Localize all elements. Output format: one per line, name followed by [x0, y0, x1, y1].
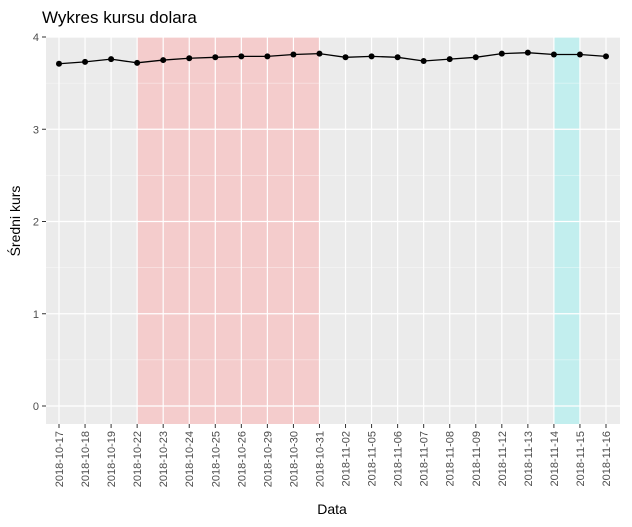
data-point	[238, 53, 245, 60]
x-tick-label: 2018-11-14	[549, 431, 561, 486]
x-tick-label: 2018-11-05	[367, 431, 379, 486]
x-tick-label: 2018-11-07	[419, 431, 431, 486]
data-point	[342, 54, 349, 61]
x-tick-label: 2018-10-25	[210, 431, 222, 487]
data-point	[186, 55, 193, 62]
x-tick-label: 2018-11-09	[471, 431, 483, 486]
data-point	[82, 58, 89, 65]
shaded-range-1	[137, 37, 320, 424]
x-tick-label: 2018-11-02	[341, 431, 353, 486]
y-tick-label: 0	[33, 401, 39, 413]
x-tick-label: 2018-10-22	[132, 431, 144, 487]
data-point	[603, 53, 609, 60]
x-tick-label: 2018-11-08	[445, 431, 457, 486]
x-tick-label: 2018-10-17	[54, 431, 66, 487]
x-tick-label: 2018-11-06	[393, 431, 405, 486]
data-point	[420, 57, 427, 64]
data-point	[160, 57, 167, 64]
x-tick-label: 2018-10-18	[80, 431, 92, 487]
chart-title: Wykres kursu dolara	[42, 8, 197, 27]
x-tick-label: 2018-10-23	[158, 431, 170, 487]
x-tick-label: 2018-11-12	[497, 431, 509, 486]
x-tick-label: 2018-10-30	[288, 431, 300, 487]
data-point	[134, 59, 141, 66]
x-tick-label: 2018-11-16	[601, 431, 613, 486]
shaded-range-2	[553, 37, 580, 424]
y-tick-label: 1	[33, 309, 39, 321]
y-tick-label: 4	[33, 32, 39, 44]
data-point	[316, 50, 323, 57]
data-point	[446, 56, 453, 63]
data-point	[56, 60, 62, 67]
data-point	[472, 54, 479, 61]
x-tick-label: 2018-10-31	[314, 431, 326, 487]
y-axis-title: Średni kurs	[6, 186, 23, 257]
data-point	[394, 54, 401, 61]
data-point	[368, 53, 375, 60]
x-tick-label: 2018-10-19	[106, 431, 118, 487]
x-tick-label: 2018-11-13	[523, 431, 535, 486]
data-point	[264, 53, 271, 60]
x-axis-title: Data	[317, 501, 347, 517]
x-tick-label: 2018-10-24	[184, 431, 196, 487]
x-tick-label: 2018-11-15	[575, 431, 587, 486]
data-point	[212, 54, 219, 61]
x-tick-label: 2018-10-29	[262, 431, 274, 487]
data-point	[108, 56, 115, 63]
plot-panel	[46, 37, 620, 424]
data-point	[576, 51, 583, 58]
y-tick-label: 3	[33, 124, 39, 136]
data-point	[550, 51, 557, 58]
data-point	[498, 50, 505, 57]
data-point	[290, 51, 297, 58]
y-tick-label: 2	[33, 217, 39, 229]
series-line	[58, 52, 607, 65]
x-tick-label: 2018-10-26	[236, 431, 248, 487]
data-point	[524, 49, 531, 56]
